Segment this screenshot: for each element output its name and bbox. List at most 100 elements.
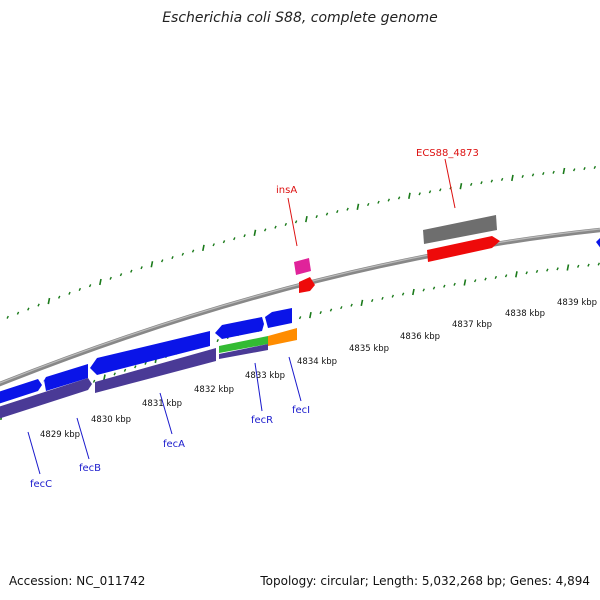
minor-tick [284,222,288,226]
minor-tick [418,192,421,196]
minor-tick [542,172,545,176]
major-tick [566,264,570,271]
minor-tick [319,311,322,315]
minor-tick [191,249,195,253]
gene-fecR-track2-green[interactable] [219,336,268,353]
minor-tick [140,266,143,270]
minor-tick [243,234,246,238]
gene-fecR-track2[interactable] [219,344,268,359]
gene-fecR-feature[interactable] [215,317,264,339]
gene-fecC-feature[interactable] [0,379,42,405]
minor-tick [366,202,370,207]
minor-tick [428,190,432,194]
gene-insA-track2[interactable] [299,277,315,293]
minor-tick [490,179,494,183]
minor-tick [340,306,343,310]
gene-ECS88_4873-feature[interactable] [423,215,497,244]
minor-tick [469,182,473,186]
gene-label-fecC[interactable]: fecC [30,479,52,490]
gene-ECS88_4873-track2[interactable] [427,236,500,262]
gene-insA-feature[interactable] [294,258,311,275]
minor-tick [134,365,137,369]
gene-fecI-track2[interactable] [268,328,297,346]
major-tick [511,174,514,182]
gene-label-fecI[interactable]: fecI [292,405,310,416]
gene-label-fecR[interactable]: fecR [251,415,273,426]
minor-tick [109,276,112,280]
minor-tick [572,168,576,172]
major-tick [47,297,51,305]
minor-tick [315,215,318,219]
minor-tick [552,170,555,174]
gene-fecC-track2[interactable] [0,378,92,420]
minor-tick [37,303,40,307]
minor-tick [597,262,600,266]
minor-tick [144,361,147,365]
minor-tick [336,210,339,214]
major-tick [202,244,205,252]
scale-label-4838: 4838 kbp [505,309,545,319]
minor-tick [329,308,333,312]
minor-tick [325,212,329,216]
scale-label-4832: 4832 kbp [194,385,234,395]
major-tick [515,271,518,278]
genome-backbone-highlight [0,228,600,384]
major-tick [305,215,308,223]
minor-tick [263,228,267,232]
minor-tick [27,307,30,311]
minor-tick [535,269,539,273]
minor-tick [387,198,391,202]
minor-tick [531,173,535,177]
gene-label-fecB[interactable]: fecB [79,463,101,474]
minor-tick [391,294,395,298]
gene-edge-feature[interactable] [596,236,600,250]
minor-tick [377,200,380,204]
gene-fecA-feature[interactable] [90,331,210,375]
major-tick [360,299,364,307]
minor-tick [546,268,549,272]
minor-tick [480,181,483,185]
minor-tick [484,277,487,281]
gene-label-fecA[interactable]: fecA [163,439,185,450]
minor-tick [593,165,597,170]
gene-label-ECS88_4873[interactable]: ECS88_4873 [416,148,479,159]
gene-fecB-feature[interactable] [42,364,88,391]
scale-label-4835: 4835 kbp [349,344,389,354]
scale-label-4834: 4834 kbp [297,357,337,367]
major-tick [463,279,467,286]
scale-label-4833: 4833 kbp [245,371,285,381]
major-tick [150,261,154,268]
minor-tick [181,252,185,256]
minor-tick [504,274,508,278]
minor-tick [381,296,384,300]
minor-tick [130,269,133,273]
gene-fecA-track2[interactable] [95,348,216,393]
gene-fecI-feature[interactable] [265,308,292,328]
minor-tick [401,292,405,296]
genome-summary-text: Topology: circular; Length: 5,032,268 bp… [260,574,590,588]
minor-tick [432,286,436,290]
minor-tick [92,379,96,383]
major-tick [99,278,102,286]
minor-tick [453,282,456,286]
minor-tick [212,243,215,247]
minor-tick [525,271,528,275]
minor-tick [274,225,277,229]
minor-tick [346,207,349,211]
minor-tick [160,259,164,263]
minor-tick [443,284,446,288]
minor-tick [556,267,559,271]
minor-tick [494,275,498,279]
scale-label-4831: 4831 kbp [142,399,182,409]
minor-tick [473,279,477,283]
minor-tick [16,311,20,315]
minor-tick [350,303,353,307]
minor-tick [68,291,71,295]
gene-label-insA[interactable]: insA [276,185,297,196]
label-leader-lines [27,158,456,475]
minor-tick [123,368,127,372]
minor-tick [6,315,9,319]
minor-tick [171,255,174,260]
major-tick [253,229,257,236]
